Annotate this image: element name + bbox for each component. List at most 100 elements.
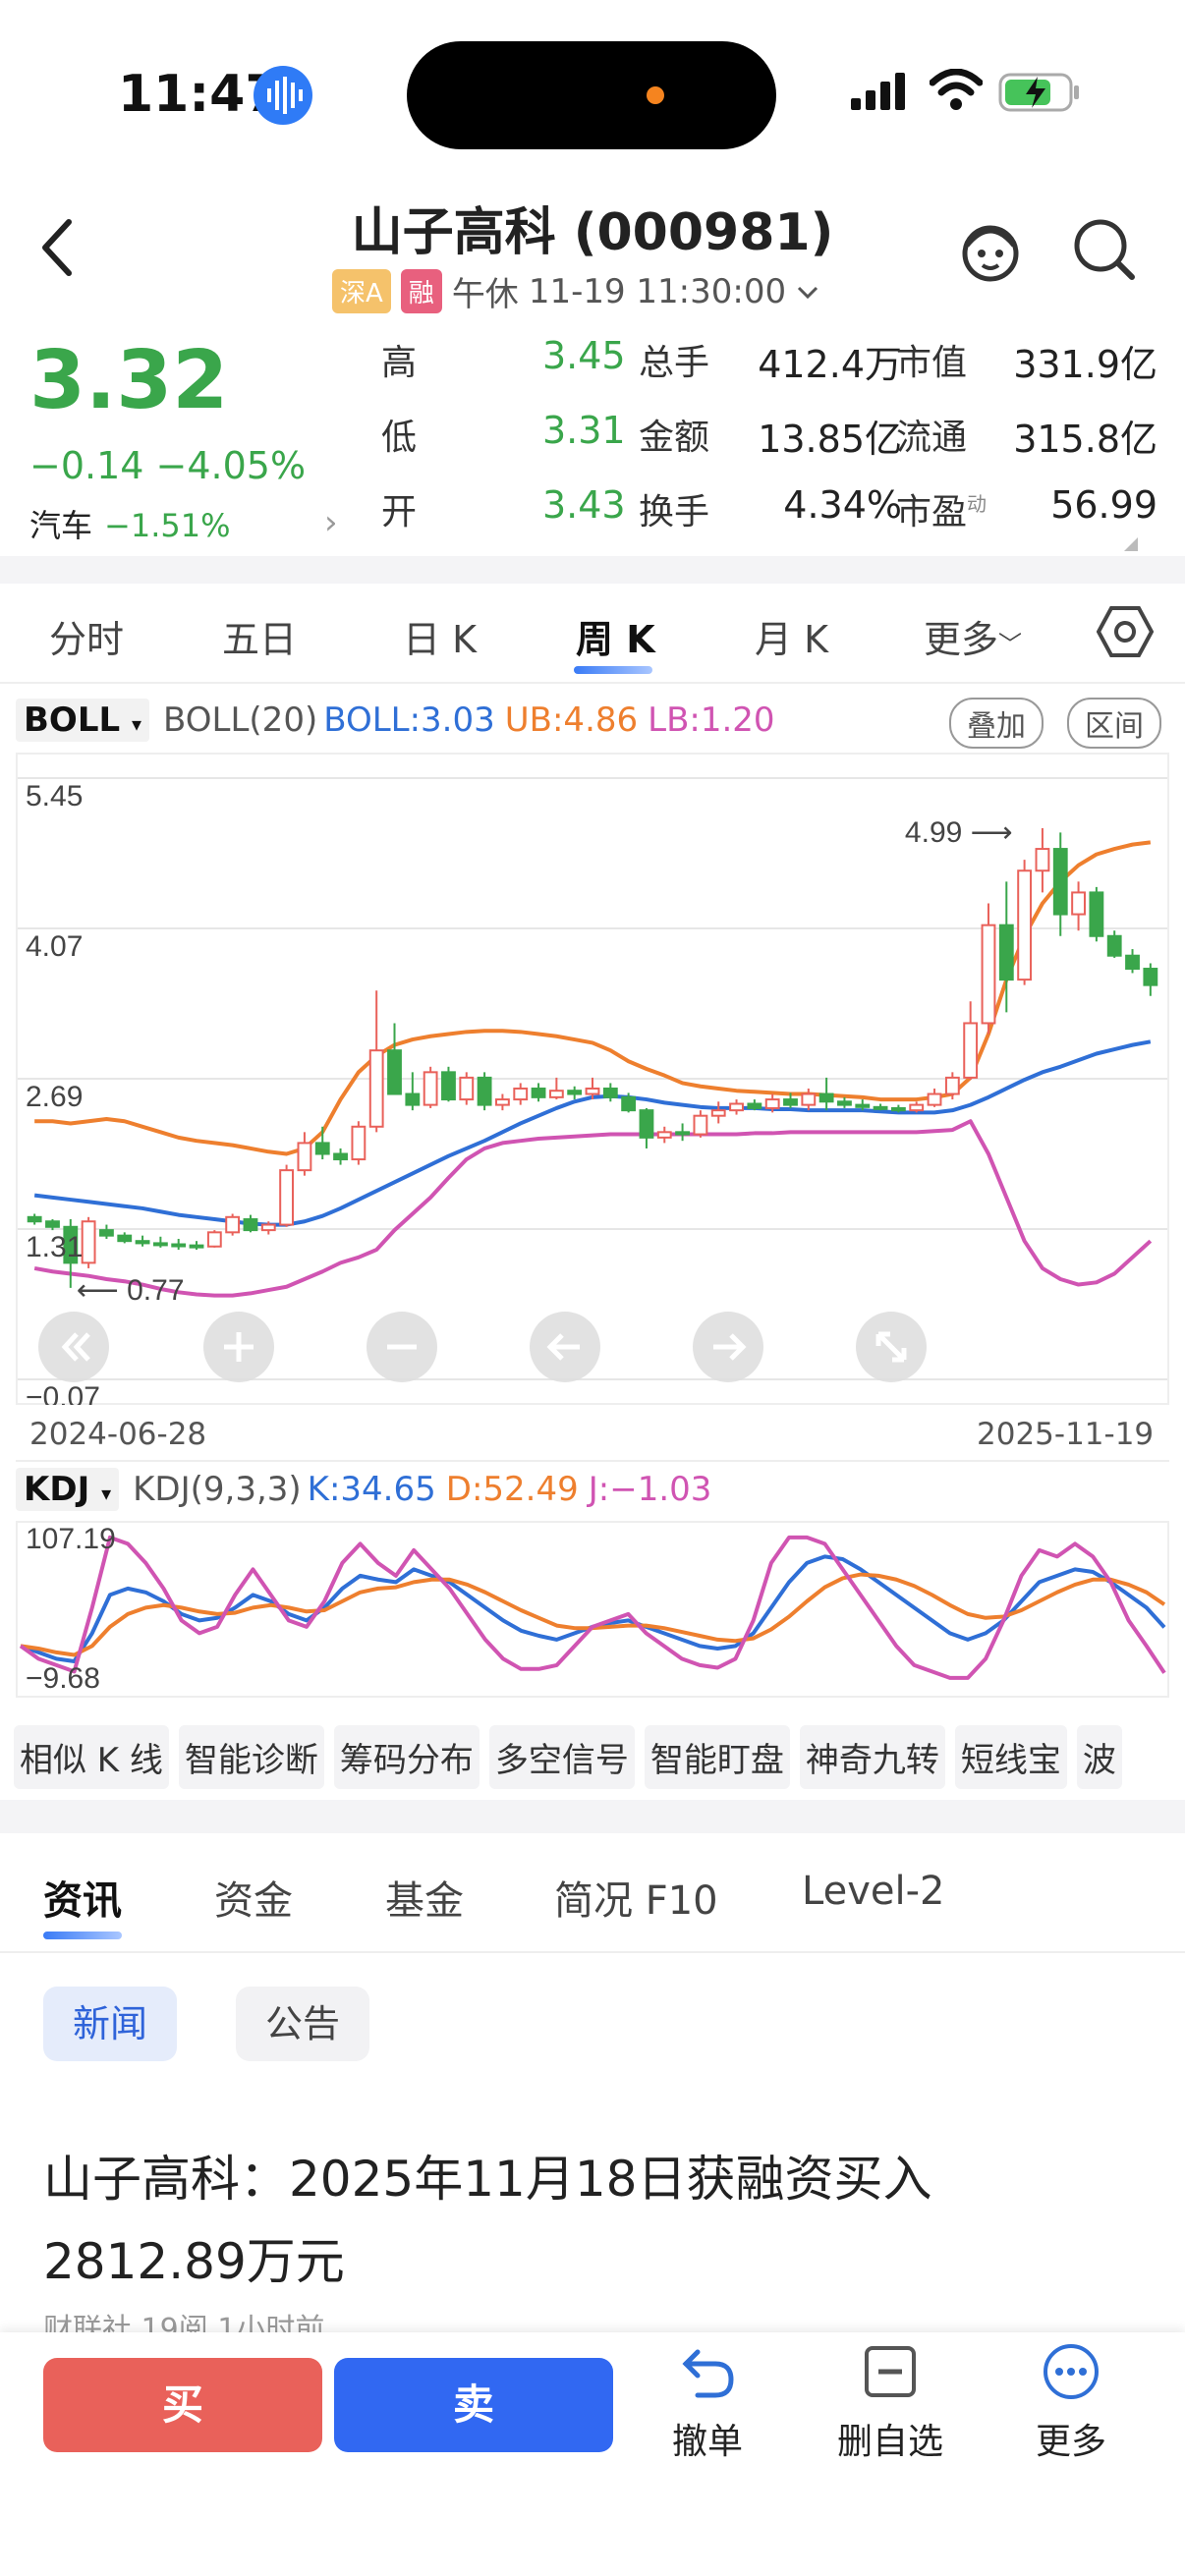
zoom-out-button[interactable] xyxy=(366,1311,438,1387)
candle-body xyxy=(1125,954,1140,971)
chevron-right-icon[interactable]: › xyxy=(324,503,338,542)
candle xyxy=(567,1086,583,1100)
tool-wave[interactable]: 波 xyxy=(1076,1725,1122,1789)
pe-label: 市盈动 xyxy=(896,492,988,532)
chart-start-date: 2024-06-28 xyxy=(29,1417,207,1452)
tool-bull-bear-signal[interactable]: 多空信号 xyxy=(488,1725,635,1789)
more-dots-icon xyxy=(1002,2342,1140,2405)
low-label: 低 xyxy=(381,418,418,458)
corner-triangle-icon xyxy=(1124,536,1138,555)
candle xyxy=(927,1088,942,1107)
kdj-selector[interactable]: KDJ ▾ xyxy=(16,1468,120,1511)
candle-body xyxy=(260,1223,276,1232)
cancel-order-button[interactable]: 撤单 xyxy=(639,2342,776,2464)
open-value: 3.43 xyxy=(542,483,626,527)
candle xyxy=(1143,963,1158,996)
search-icon[interactable] xyxy=(1071,216,1138,287)
chip-news[interactable]: 新闻 xyxy=(43,1987,178,2061)
tab-daily-k[interactable]: 日 K xyxy=(403,618,477,661)
candle-body xyxy=(1071,891,1086,916)
candle xyxy=(117,1232,133,1244)
assistant-avatar-button[interactable] xyxy=(957,216,1024,287)
candle-body xyxy=(297,1142,312,1172)
candle xyxy=(1071,881,1086,931)
candle xyxy=(621,1092,637,1113)
candle-body xyxy=(351,1125,367,1161)
candle xyxy=(855,1099,871,1111)
tab-news[interactable]: 资讯 xyxy=(43,1878,122,1924)
candle-body xyxy=(747,1102,762,1109)
buy-button[interactable]: 买 xyxy=(43,2358,322,2452)
candle xyxy=(909,1101,925,1113)
chip-announcement[interactable]: 公告 xyxy=(236,1987,370,2061)
boll-line-boll xyxy=(33,1039,1152,1227)
sell-button[interactable]: 卖 xyxy=(334,2358,613,2452)
pan-left-button[interactable] xyxy=(529,1311,601,1387)
candlestick-chart[interactable]: 5.45 4.07 2.69 1.31 −0.07 4.99 ⟶ ⟵ 0.77 xyxy=(16,753,1169,1405)
candle-body xyxy=(585,1087,600,1095)
market-cap-value: 331.9亿 xyxy=(1013,343,1157,386)
tool-smart-diagnosis[interactable]: 智能诊断 xyxy=(178,1725,324,1789)
candle xyxy=(189,1241,204,1251)
candle-body xyxy=(890,1106,906,1112)
pan-right-button[interactable] xyxy=(692,1311,764,1387)
tool-chip-distribution[interactable]: 筹码分布 xyxy=(333,1725,480,1789)
high-label: 高 xyxy=(381,343,418,383)
candle-body xyxy=(495,1098,510,1106)
candle xyxy=(314,1126,330,1160)
rewind-button[interactable] xyxy=(37,1311,110,1387)
tab-monthly-k[interactable]: 月 K xyxy=(755,618,828,661)
remove-watchlist-button[interactable]: 删自选 xyxy=(821,2342,959,2464)
kdj-y-tick-label: −9.68 xyxy=(26,1662,100,1695)
tab-level2[interactable]: Level-2 xyxy=(802,1869,945,1914)
kdj-chart[interactable]: 107.19 −9.68 xyxy=(16,1521,1169,1698)
candle-body xyxy=(45,1220,60,1228)
candle xyxy=(1125,949,1140,974)
settings-hexagon-icon[interactable] xyxy=(1096,603,1155,664)
indicator-selector[interactable]: BOLL ▾ xyxy=(16,699,150,742)
candle-body xyxy=(279,1169,295,1226)
tab-funds-flow[interactable]: 资金 xyxy=(214,1878,293,1924)
candle-body xyxy=(963,1022,979,1079)
candle xyxy=(441,1066,456,1102)
y-tick-label: −0.07 xyxy=(26,1381,100,1405)
overlay-button[interactable]: 叠加 xyxy=(949,698,1044,749)
candle-body xyxy=(873,1105,888,1110)
candle-body xyxy=(1089,891,1104,937)
tab-more[interactable]: 更多﹀ xyxy=(924,618,1023,661)
kdj-param: KDJ(9,3,3) xyxy=(133,1470,302,1509)
candle xyxy=(944,1072,960,1100)
header-subrow[interactable]: 深A 融 午休 11-19 11:30:00 xyxy=(332,267,819,315)
tab-five-day[interactable]: 五日 xyxy=(222,618,298,661)
sector-name: 汽车 xyxy=(29,507,93,544)
tab-f10[interactable]: 简况 F10 xyxy=(554,1878,718,1924)
candle-body xyxy=(459,1076,475,1101)
back-button[interactable] xyxy=(39,218,98,277)
range-button[interactable]: 区间 xyxy=(1067,698,1161,749)
tool-smart-watch[interactable]: 智能盯盘 xyxy=(644,1725,790,1789)
candle xyxy=(297,1132,312,1176)
candle xyxy=(693,1110,708,1138)
candle-body xyxy=(693,1114,708,1136)
tab-intraday[interactable]: 分时 xyxy=(49,618,125,661)
fullscreen-button[interactable] xyxy=(855,1311,928,1387)
candle-body xyxy=(602,1087,618,1098)
tab-weekly-k[interactable]: 周 K xyxy=(576,618,655,661)
news-headline[interactable]: 山子高科：2025年11月18日获融资买入2812.89万元 xyxy=(43,2151,932,2290)
quote-row: 开 3.43 换手 4.34% 市盈动 56.99 xyxy=(381,483,1167,558)
market-cap-label: 市值 xyxy=(896,343,968,383)
candle-body xyxy=(855,1103,871,1108)
price-annotation: 4.99 ⟶ xyxy=(905,816,1013,849)
boll-lower-value: LB:1.20 xyxy=(648,700,775,740)
tool-magic-nine[interactable]: 神奇九转 xyxy=(799,1725,945,1789)
zoom-in-button[interactable] xyxy=(202,1311,275,1387)
tool-similar-k[interactable]: 相似 K 线 xyxy=(14,1725,169,1789)
tab-fund[interactable]: 基金 xyxy=(385,1878,464,1924)
sector-info[interactable]: 汽车 −1.51% xyxy=(29,501,230,546)
pe-dynamic-sup: 动 xyxy=(967,492,988,516)
tool-short-term[interactable]: 短线宝 xyxy=(954,1725,1067,1789)
candle-body xyxy=(333,1152,348,1161)
boll-indicator-row: BOLL ▾ BOLL(20) BOLL:3.03 UB:4.86 LB:1.2… xyxy=(16,696,775,745)
more-button[interactable]: 更多 xyxy=(1002,2342,1140,2464)
candle xyxy=(548,1077,564,1100)
